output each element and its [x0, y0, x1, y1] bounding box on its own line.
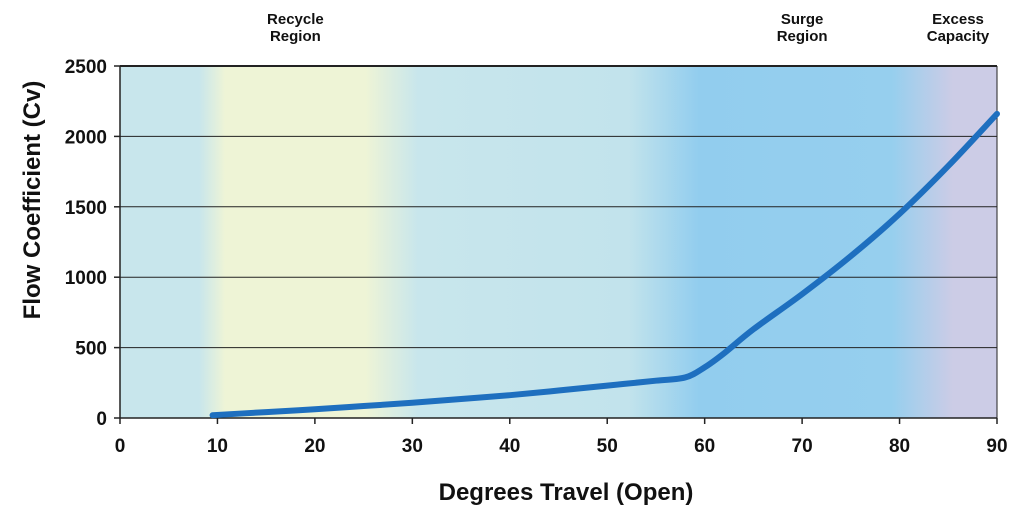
y-tick-label-2000: 2000 — [65, 127, 107, 148]
y-tick-label-2500: 2500 — [65, 57, 107, 78]
x-axis-ticks: 0 10 20 30 40 50 60 70 80 90 — [115, 418, 1008, 457]
y-axis-title: Flow Coefficient (Cv) — [19, 81, 46, 320]
region-labels: Recycle Region Surge Region Excess Capacity — [267, 11, 990, 45]
series-line-0 — [209, 110, 1000, 419]
region-label-1: Surge Region — [777, 11, 828, 45]
x-tick-label-40: 40 — [499, 436, 520, 457]
y-axis-ticks: 0 500 1000 1500 2000 2500 — [65, 57, 120, 430]
x-tick-label-0: 0 — [115, 436, 126, 457]
region-label-2: Excess Capacity — [927, 11, 990, 45]
x-tick-label-10: 10 — [207, 436, 228, 457]
grid-lines — [120, 65, 997, 349]
x-tick-label-90: 90 — [986, 436, 1007, 457]
x-tick-label-20: 20 — [304, 436, 325, 457]
y-tick-label-1000: 1000 — [65, 268, 107, 289]
axes — [119, 66, 998, 419]
x-tick-label-30: 30 — [402, 436, 423, 457]
x-tick-label-60: 60 — [694, 436, 715, 457]
series-layer — [209, 110, 1000, 419]
x-tick-label-80: 80 — [889, 436, 910, 457]
x-tick-label-50: 50 — [597, 436, 618, 457]
x-tick-label-70: 70 — [792, 436, 813, 457]
region-label-0: Recycle Region — [267, 11, 324, 45]
y-tick-label-1500: 1500 — [65, 198, 107, 219]
plot-background — [120, 66, 997, 418]
x-axis-title: Degrees Travel (Open) — [439, 479, 694, 506]
y-tick-label-0: 0 — [96, 409, 107, 430]
y-tick-label-500: 500 — [75, 339, 107, 360]
